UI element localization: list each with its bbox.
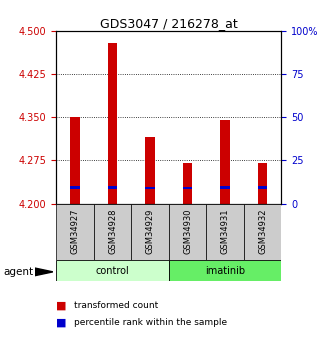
Bar (169, 260, 281, 281)
Text: GSM34930: GSM34930 (183, 208, 192, 254)
Bar (258, 186, 267, 189)
Text: GSM34929: GSM34929 (146, 208, 155, 254)
Text: GSM34927: GSM34927 (71, 208, 79, 254)
Bar (169, 204, 206, 260)
Bar (108, 186, 117, 189)
Bar (183, 163, 192, 204)
Text: GSM34932: GSM34932 (258, 208, 267, 254)
Text: agent: agent (3, 267, 33, 277)
Bar (56, 260, 169, 281)
Bar (94, 204, 131, 260)
Bar (206, 204, 244, 260)
Bar (71, 117, 80, 204)
Bar (131, 204, 169, 260)
Bar (145, 187, 155, 189)
Title: GDS3047 / 216278_at: GDS3047 / 216278_at (100, 17, 238, 30)
Text: ■: ■ (56, 318, 70, 327)
Bar (220, 186, 230, 189)
Bar (258, 163, 267, 204)
Text: transformed count: transformed count (74, 301, 159, 310)
Text: GSM34928: GSM34928 (108, 208, 117, 254)
Text: imatinib: imatinib (205, 266, 245, 276)
Text: percentile rank within the sample: percentile rank within the sample (74, 318, 228, 327)
Bar (56, 204, 94, 260)
Bar (183, 187, 192, 189)
Polygon shape (35, 268, 53, 276)
Text: ■: ■ (56, 300, 70, 310)
Bar (108, 42, 117, 204)
Text: GSM34931: GSM34931 (220, 208, 230, 254)
Text: control: control (96, 266, 129, 276)
Bar (220, 120, 230, 204)
Bar (71, 186, 80, 189)
Bar (244, 204, 281, 260)
Bar (145, 137, 155, 204)
